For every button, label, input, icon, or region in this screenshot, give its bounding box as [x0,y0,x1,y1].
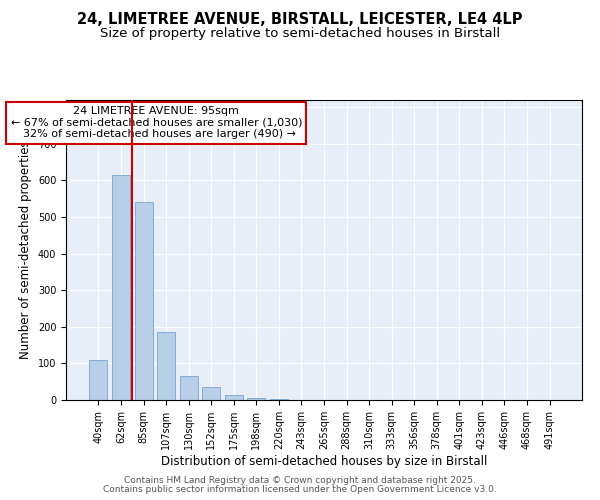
Text: 24 LIMETREE AVENUE: 95sqm
← 67% of semi-detached houses are smaller (1,030)
  32: 24 LIMETREE AVENUE: 95sqm ← 67% of semi-… [11,106,302,139]
Y-axis label: Number of semi-detached properties: Number of semi-detached properties [19,140,32,360]
Bar [179,376,198,400]
Bar [157,332,175,400]
Bar [134,202,152,400]
Text: 24, LIMETREE AVENUE, BIRSTALL, LEICESTER, LE4 4LP: 24, LIMETREE AVENUE, BIRSTALL, LEICESTER… [77,12,523,28]
Bar [89,360,107,400]
Bar [202,387,220,400]
Bar [112,175,130,400]
Text: Contains public sector information licensed under the Open Government Licence v3: Contains public sector information licen… [103,485,497,494]
Bar [247,398,265,400]
X-axis label: Distribution of semi-detached houses by size in Birstall: Distribution of semi-detached houses by … [161,454,487,468]
Bar [225,394,243,400]
Text: Contains HM Land Registry data © Crown copyright and database right 2025.: Contains HM Land Registry data © Crown c… [124,476,476,485]
Text: Size of property relative to semi-detached houses in Birstall: Size of property relative to semi-detach… [100,28,500,40]
